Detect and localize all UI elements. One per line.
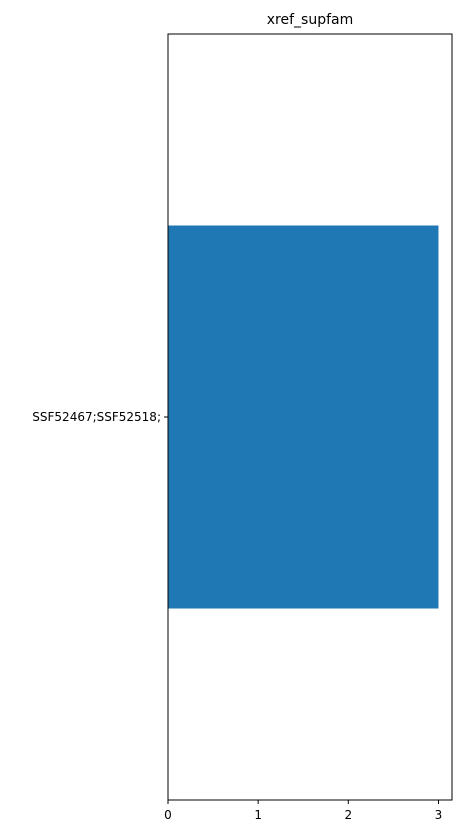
x-tick-label-0: 0 bbox=[164, 808, 172, 822]
y-tick-label-0: SSF52467;SSF52518; bbox=[32, 410, 161, 424]
bar-0 bbox=[168, 226, 438, 609]
x-tick-label-2: 2 bbox=[344, 808, 352, 822]
x-tick-label-1: 1 bbox=[254, 808, 262, 822]
bars-layer bbox=[168, 226, 438, 609]
x-tick-label-3: 3 bbox=[435, 808, 443, 822]
y-axis: SSF52467;SSF52518; bbox=[32, 410, 168, 424]
chart-title: xref_supfam bbox=[267, 12, 353, 28]
